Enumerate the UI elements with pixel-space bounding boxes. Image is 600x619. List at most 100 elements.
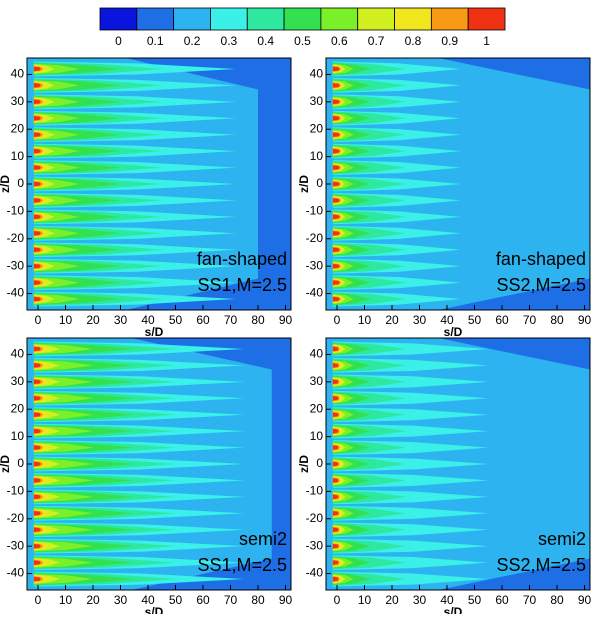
x-tick-label: 0	[334, 593, 341, 607]
jet-contour	[33, 461, 41, 467]
jet-contour	[332, 560, 339, 565]
jet-contour	[332, 214, 340, 220]
colorbar-swatch	[99, 7, 138, 31]
jet-contour	[33, 132, 41, 137]
x-tick-label: 20	[385, 593, 399, 607]
jet-contour	[33, 576, 41, 582]
x-tick-label: 10	[59, 313, 73, 327]
y-tick-label: 20	[11, 401, 25, 415]
x-tick-label: 30	[114, 593, 128, 607]
jet-contour	[332, 346, 339, 352]
colorbar-label: 1	[483, 34, 490, 48]
y-axis-label: z/D	[0, 175, 12, 193]
x-tick-label: 70	[523, 313, 537, 327]
jet-contour	[33, 396, 41, 401]
y-tick-label: -30	[306, 538, 324, 552]
jet-contour	[33, 99, 41, 105]
jet-contour	[332, 83, 340, 88]
x-tick-label: 90	[578, 593, 592, 607]
x-tick-label: 50	[468, 313, 482, 327]
x-tick-label: 10	[358, 313, 372, 327]
y-tick-label: 20	[310, 401, 324, 415]
jet-contour	[332, 543, 339, 549]
x-tick-label: 40	[440, 313, 454, 327]
x-tick-label: 80	[251, 313, 265, 327]
y-tick-label: 0	[316, 176, 323, 190]
x-tick-label: 60	[196, 313, 210, 327]
jet-contour	[33, 231, 41, 236]
y-tick-label: -10	[306, 484, 324, 498]
jet-contour	[33, 412, 41, 417]
x-tick-label: 20	[86, 593, 100, 607]
colorbar-swatch	[210, 7, 248, 31]
jet-contour	[332, 296, 340, 302]
jet-contour	[332, 263, 340, 269]
jet-contour	[33, 83, 41, 88]
x-tick-label: 0	[35, 313, 42, 327]
colorbar-swatch	[467, 7, 506, 31]
y-tick-label: 30	[310, 94, 324, 108]
x-tick-label: 70	[523, 593, 537, 607]
y-tick-label: 10	[310, 149, 324, 163]
y-tick-label: 20	[11, 121, 25, 135]
colorbar-swatch	[430, 7, 469, 31]
y-tick-label: -10	[306, 204, 324, 218]
y-tick-label: -10	[7, 204, 25, 218]
y-tick-label: -20	[306, 231, 324, 245]
x-axis-label: s/D	[145, 325, 164, 339]
annotation: SS1,M=2.5	[197, 275, 287, 295]
y-tick-label: -40	[7, 566, 25, 580]
colorbar-swatch	[394, 7, 432, 31]
jet-contour	[332, 148, 340, 154]
annotation: fan-shaped	[496, 249, 586, 269]
y-tick-label: 40	[11, 347, 25, 361]
y-tick-label: -30	[7, 258, 25, 272]
colorbar-swatch	[357, 7, 395, 31]
x-tick-label: 70	[224, 593, 238, 607]
jet-contour	[332, 494, 339, 500]
x-tick-label: 40	[440, 593, 454, 607]
y-tick-label: -40	[7, 286, 25, 300]
y-tick-label: -40	[306, 566, 324, 580]
jet-contour	[332, 165, 340, 170]
y-tick-label: -20	[7, 511, 25, 525]
plot-area	[326, 58, 590, 310]
jet-contour	[33, 428, 41, 434]
y-axis-label: z/D	[297, 175, 311, 193]
jet-contour	[332, 527, 339, 532]
colorbar-label: 0.9	[441, 34, 458, 48]
y-tick-label: 0	[17, 176, 24, 190]
annotation: semi2	[538, 529, 586, 549]
x-tick-label: 90	[279, 593, 293, 607]
colorbar-swatch	[320, 7, 359, 31]
jet-contour	[33, 214, 41, 220]
x-tick-label: 80	[550, 313, 564, 327]
colorbar-swatch	[283, 7, 322, 31]
jet-contour	[33, 379, 41, 385]
y-tick-label: 0	[17, 456, 24, 470]
colorbar-label: 0.4	[257, 34, 274, 48]
plot-area	[27, 58, 291, 310]
jet-contour	[33, 247, 41, 252]
x-tick-label: 90	[279, 313, 293, 327]
y-tick-label: 30	[11, 94, 25, 108]
y-tick-label: -20	[306, 511, 324, 525]
x-tick-label: 70	[224, 313, 238, 327]
jet-contour	[33, 198, 41, 203]
y-tick-label: 30	[11, 374, 25, 388]
jet-contour	[33, 478, 41, 483]
x-tick-label: 0	[334, 313, 341, 327]
annotation: fan-shaped	[197, 249, 287, 269]
jet-contour	[332, 66, 340, 72]
jet-contour	[33, 296, 41, 302]
annotation: semi2	[239, 529, 287, 549]
plot-area	[326, 338, 590, 590]
x-axis-label: s/D	[444, 325, 463, 339]
colorbar-label: 0.6	[331, 34, 348, 48]
jet-contour	[332, 99, 340, 105]
jet-contour	[332, 132, 340, 137]
x-tick-label: 0	[35, 593, 42, 607]
jet-contour	[33, 511, 41, 516]
jet-contour	[332, 231, 340, 236]
